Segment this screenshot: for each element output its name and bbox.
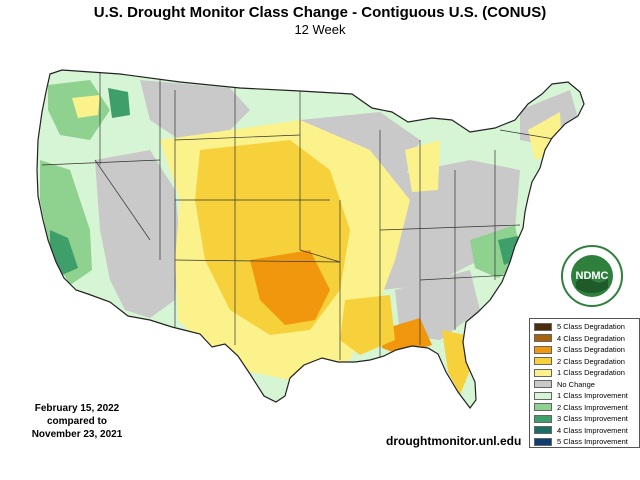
legend-label: No Change: [557, 379, 595, 389]
legend-item: 4 Class Improvement: [534, 425, 637, 437]
legend-label: 1 Class Degradation: [557, 368, 625, 378]
legend-label: 2 Class Improvement: [557, 402, 628, 412]
legend-item: 3 Class Improvement: [534, 413, 637, 425]
legend-swatch: [534, 426, 552, 435]
comparison-dates: February 15, 2022 compared to November 2…: [12, 402, 142, 441]
logo-text: NDMC: [576, 270, 609, 282]
legend-swatch: [534, 322, 552, 331]
legend-item: 5 Class Improvement: [534, 436, 637, 448]
map-subtitle: 12 Week: [294, 22, 346, 37]
legend-label: 5 Class Degradation: [557, 322, 625, 332]
region-degrade-1-michigan: [405, 140, 440, 192]
legend-item: 2 Class Improvement: [534, 402, 637, 414]
region-improve-3-idaho: [108, 88, 130, 118]
legend: 5 Class Degradation 4 Class Degradation 3 …: [529, 318, 640, 448]
region-no-change-west: [95, 150, 180, 318]
legend-swatch: [534, 380, 552, 389]
region-degrade-2-gulf: [340, 295, 395, 355]
legend-swatch: [534, 334, 552, 343]
ndmc-logo-icon: NDMC: [561, 245, 623, 307]
legend-swatch: [534, 414, 552, 423]
legend-swatch: [534, 345, 552, 354]
legend-item: 1 Class Improvement: [534, 390, 637, 402]
region-no-change-north: [140, 80, 250, 140]
legend-label: 5 Class Improvement: [557, 437, 628, 447]
legend-label: 4 Class Improvement: [557, 425, 628, 435]
legend-item: 1 Class Degradation: [534, 367, 637, 379]
map-title: U.S. Drought Monitor Class Change - Cont…: [93, 4, 547, 21]
legend-swatch: [534, 357, 552, 366]
date-current: February 15, 2022: [34, 403, 120, 414]
date-compared-to: compared to: [46, 416, 107, 427]
region-degrade-3-southplains: [250, 250, 330, 325]
region-degrade-1-wa: [72, 95, 100, 118]
date-previous: November 23, 2021: [31, 429, 123, 440]
site-url[interactable]: droughtmonitor.unl.edu: [386, 434, 522, 448]
ndmc-logo: NDMC: [560, 244, 624, 308]
legend-label: 3 Class Improvement: [557, 414, 628, 424]
legend-label: 2 Class Degradation: [557, 356, 625, 366]
legend-swatch: [534, 403, 552, 412]
legend-item: 4 Class Degradation: [534, 333, 637, 345]
legend-item: 2 Class Degradation: [534, 356, 637, 368]
legend-item: No Change: [534, 379, 637, 391]
legend-item: 3 Class Degradation: [534, 344, 637, 356]
legend-item: 5 Class Degradation: [534, 321, 637, 333]
legend-swatch: [534, 437, 552, 446]
state-boundaries: [41, 70, 561, 360]
legend-swatch: [534, 368, 552, 377]
legend-swatch: [534, 391, 552, 400]
legend-label: 1 Class Improvement: [557, 391, 628, 401]
region-degrade-2-florida: [442, 330, 470, 395]
legend-label: 3 Class Degradation: [557, 345, 625, 355]
legend-label: 4 Class Degradation: [557, 333, 625, 343]
